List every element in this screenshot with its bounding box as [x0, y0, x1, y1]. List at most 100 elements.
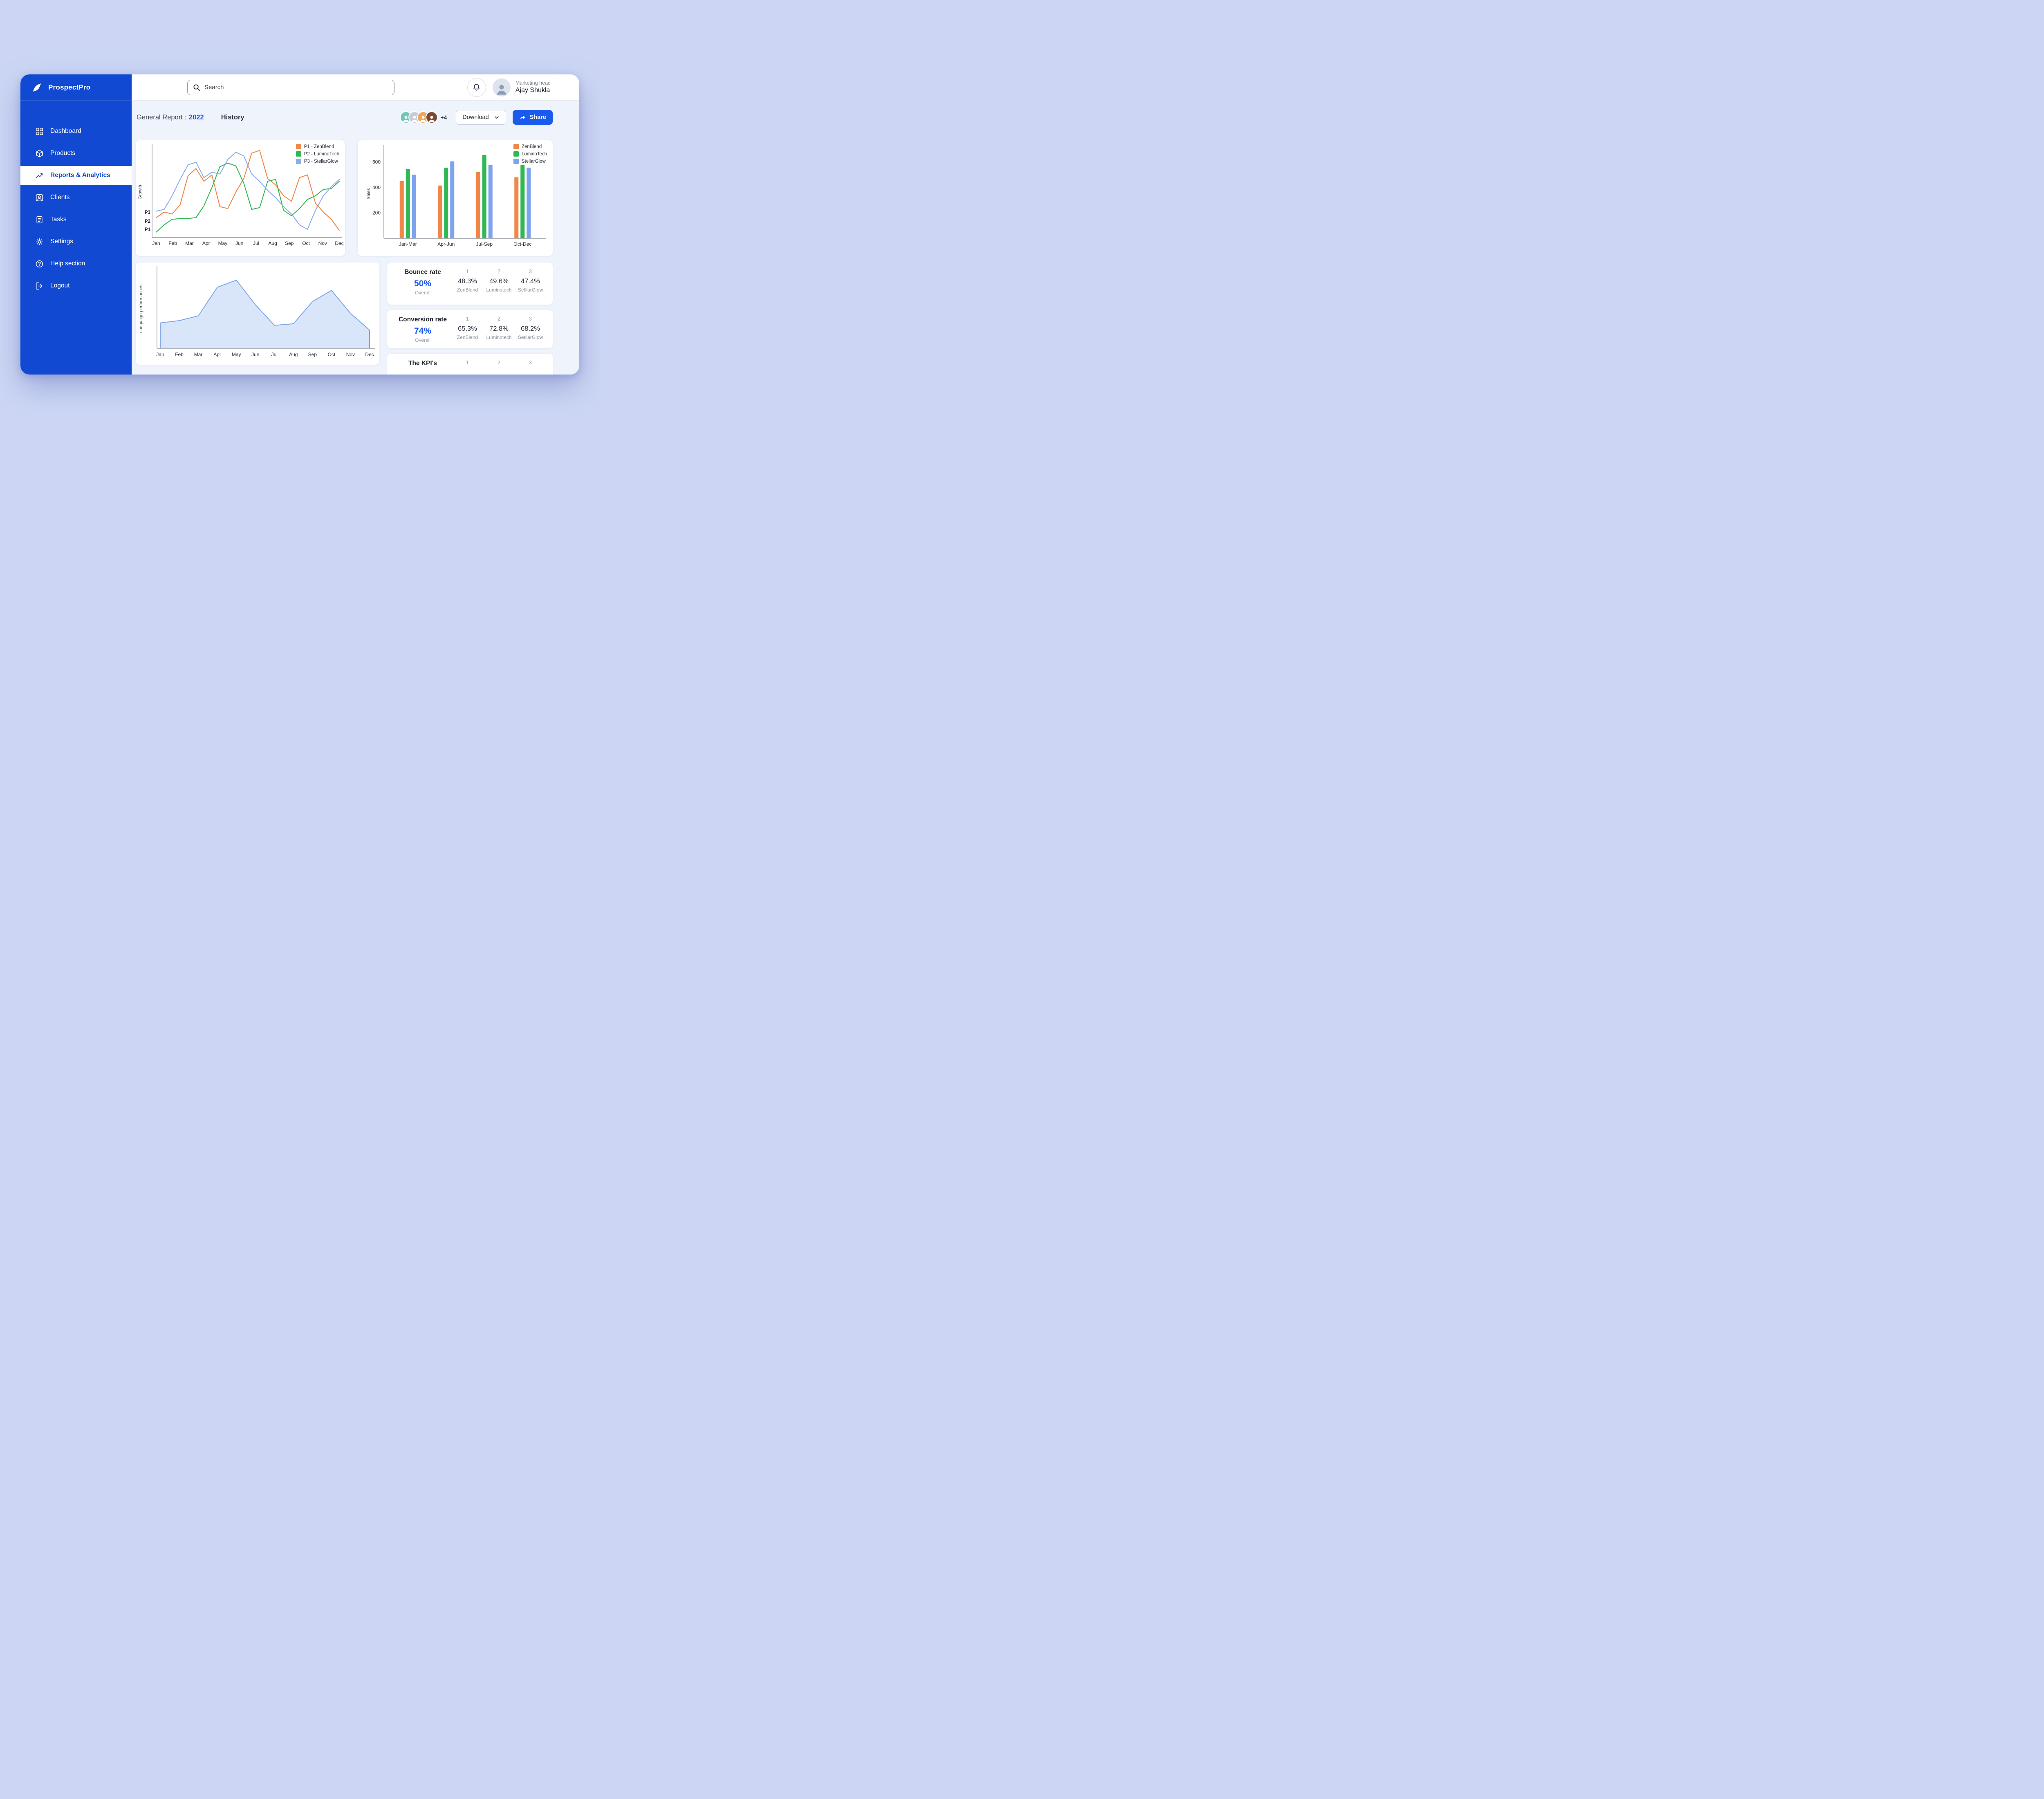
- stat-column: 3 47.4% SetllarGlow: [515, 269, 546, 293]
- legend-label: P3 - StellarGlow: [304, 159, 338, 164]
- content-scroll-area[interactable]: General Report : 2022 History +4 Downloa…: [132, 101, 579, 375]
- svg-text:P2: P2: [145, 219, 150, 224]
- legend-swatch: [296, 151, 301, 157]
- sidebar-nav: Dashboard Products Reports & Analytics C…: [20, 122, 132, 298]
- notifications-button[interactable]: [467, 78, 486, 97]
- legend-item: ZenBlend: [513, 144, 547, 149]
- svg-text:Jul: Jul: [253, 240, 259, 246]
- svg-text:Jul-Sep: Jul-Sep: [476, 241, 493, 247]
- stat-name: ZenBlend: [457, 334, 478, 340]
- svg-text:Mar: Mar: [194, 352, 203, 357]
- stat-rank: 1: [466, 316, 469, 322]
- sidebar-item-label: Dashboard: [50, 128, 81, 135]
- download-button[interactable]: Download: [456, 110, 506, 125]
- svg-text:Sep: Sep: [285, 240, 294, 246]
- search-icon: [193, 84, 200, 91]
- sidebar-item-label: Clients: [50, 194, 70, 201]
- stat-value: 65.3%: [458, 325, 477, 332]
- sidebar-item-logout[interactable]: Logout: [20, 276, 132, 295]
- svg-text:P1: P1: [145, 227, 151, 232]
- legend-item: StellarGlow: [513, 159, 547, 164]
- sidebar-item-settings[interactable]: Settings: [20, 232, 132, 251]
- legend-item: P1 - ZenBlend: [296, 144, 339, 149]
- stat-overall-label: Overall: [415, 337, 430, 343]
- svg-text:Oct: Oct: [302, 240, 310, 246]
- sidebar-item-tasks[interactable]: Tasks: [20, 210, 132, 229]
- sidebar-item-clients[interactable]: Clients: [20, 188, 132, 207]
- logout-icon: [36, 282, 43, 289]
- svg-text:Mar: Mar: [185, 240, 194, 246]
- sidebar-item-reports-analytics[interactable]: Reports & Analytics: [20, 166, 132, 185]
- app-logo: ProspectPro: [20, 74, 132, 101]
- report-year-select[interactable]: 2022: [188, 113, 204, 121]
- user-text: Marketing head Ajay Shukla: [515, 80, 551, 95]
- sidebar-item-label: Settings: [50, 238, 74, 245]
- svg-text:May: May: [218, 240, 228, 246]
- user-profile[interactable]: Marketing head Ajay Shukla: [492, 78, 551, 96]
- stat-column: 1 48.3% ZenBlend: [452, 269, 483, 293]
- svg-text:Oct-Dec: Oct-Dec: [513, 241, 531, 247]
- stat-column: 2 49.6% Luminotech: [483, 269, 515, 293]
- svg-text:Jan: Jan: [156, 352, 164, 357]
- bar-chart: Sales 200 400 600 Jan-Mar Apr-Jun Jul-Sep Oct-D…: [366, 145, 546, 247]
- legend-swatch: [513, 151, 519, 157]
- stat-rank: 1: [466, 269, 469, 274]
- stat-title: Conversion rate: [398, 316, 447, 323]
- search-input[interactable]: [204, 84, 389, 91]
- page-title: General Report : 2022: [137, 114, 204, 121]
- topbar: Marketing head Ajay Shukla: [132, 74, 579, 101]
- svg-text:Sales: Sales: [366, 188, 371, 200]
- share-label: Share: [529, 114, 546, 121]
- tab-history[interactable]: History: [221, 113, 244, 121]
- svg-text:Jan-Mar: Jan-Mar: [399, 241, 417, 247]
- svg-text:Jun: Jun: [235, 240, 243, 246]
- legend-label: LuminoTech: [521, 151, 547, 157]
- stat-name: Luminotech: [486, 334, 512, 340]
- share-button[interactable]: Share: [512, 110, 553, 125]
- stat-card-bounce-rate: Bounce rate 50% Overall 1 48.3% ZenBlend…: [387, 262, 553, 305]
- app-window: ProspectPro Dashboard Products Reports &…: [20, 74, 579, 375]
- tasks-icon: [36, 216, 43, 223]
- legend-label: P1 - ZenBlend: [304, 144, 334, 149]
- sidebar-item-help[interactable]: Help section: [20, 254, 132, 273]
- user-name: Ajay Shukla: [515, 87, 550, 94]
- legend-item: LuminoTech: [513, 151, 547, 157]
- svg-text:Growth: Growth: [138, 185, 143, 199]
- download-label: Download: [462, 114, 489, 121]
- svg-text:Jun: Jun: [251, 352, 259, 357]
- sidebar-item-products[interactable]: Products: [20, 144, 132, 163]
- legend-item: P2 - LuminoTech: [296, 151, 339, 157]
- area-chart: campaign performances Jan Feb Mar Apr May Jun J…: [139, 266, 375, 357]
- stat-value: 48.3%: [458, 278, 477, 285]
- line-chart: Growth P1 P2 P3 Jan Feb Mar Apr May Jun Jul Aug Sep O…: [138, 144, 344, 246]
- stat-column: 2 72.8% Luminotech: [483, 316, 515, 340]
- reports-icon: [36, 173, 43, 178]
- stat-column: 2: [483, 360, 515, 370]
- svg-text:Feb: Feb: [168, 240, 177, 246]
- stat-value: 47.4%: [521, 278, 540, 285]
- collaborator-avatars[interactable]: +4: [399, 111, 447, 123]
- sidebar-item-label: Products: [50, 150, 76, 157]
- stat-column: 3: [515, 360, 546, 370]
- help-icon: [36, 260, 43, 267]
- sidebar-item-dashboard[interactable]: Dashboard: [20, 122, 132, 141]
- svg-text:Nov: Nov: [346, 352, 355, 357]
- stat-rank: 2: [498, 269, 500, 274]
- content-header: General Report : 2022 History +4 Downloa…: [137, 110, 553, 125]
- svg-text:Feb: Feb: [175, 352, 184, 357]
- svg-text:Apr: Apr: [213, 352, 221, 357]
- svg-text:Nov: Nov: [318, 240, 327, 246]
- stat-name: Luminotech: [486, 287, 512, 293]
- stat-value: 49.6%: [489, 278, 509, 285]
- legend-swatch: [296, 144, 301, 149]
- svg-text:P3: P3: [145, 210, 150, 215]
- stat-column: 3 68.2% SetllarGlow: [515, 316, 546, 340]
- stat-title: The KPI's: [408, 360, 437, 367]
- avatar-overflow-count: +4: [440, 114, 447, 121]
- svg-text:600: 600: [372, 159, 381, 165]
- search-box: [187, 79, 394, 95]
- svg-text:Jan: Jan: [152, 240, 160, 246]
- stat-card-kpi: The KPI's 1 2 3: [387, 354, 553, 375]
- stat-overall-value: 74%: [414, 326, 432, 336]
- legend-label: ZenBlend: [521, 144, 542, 149]
